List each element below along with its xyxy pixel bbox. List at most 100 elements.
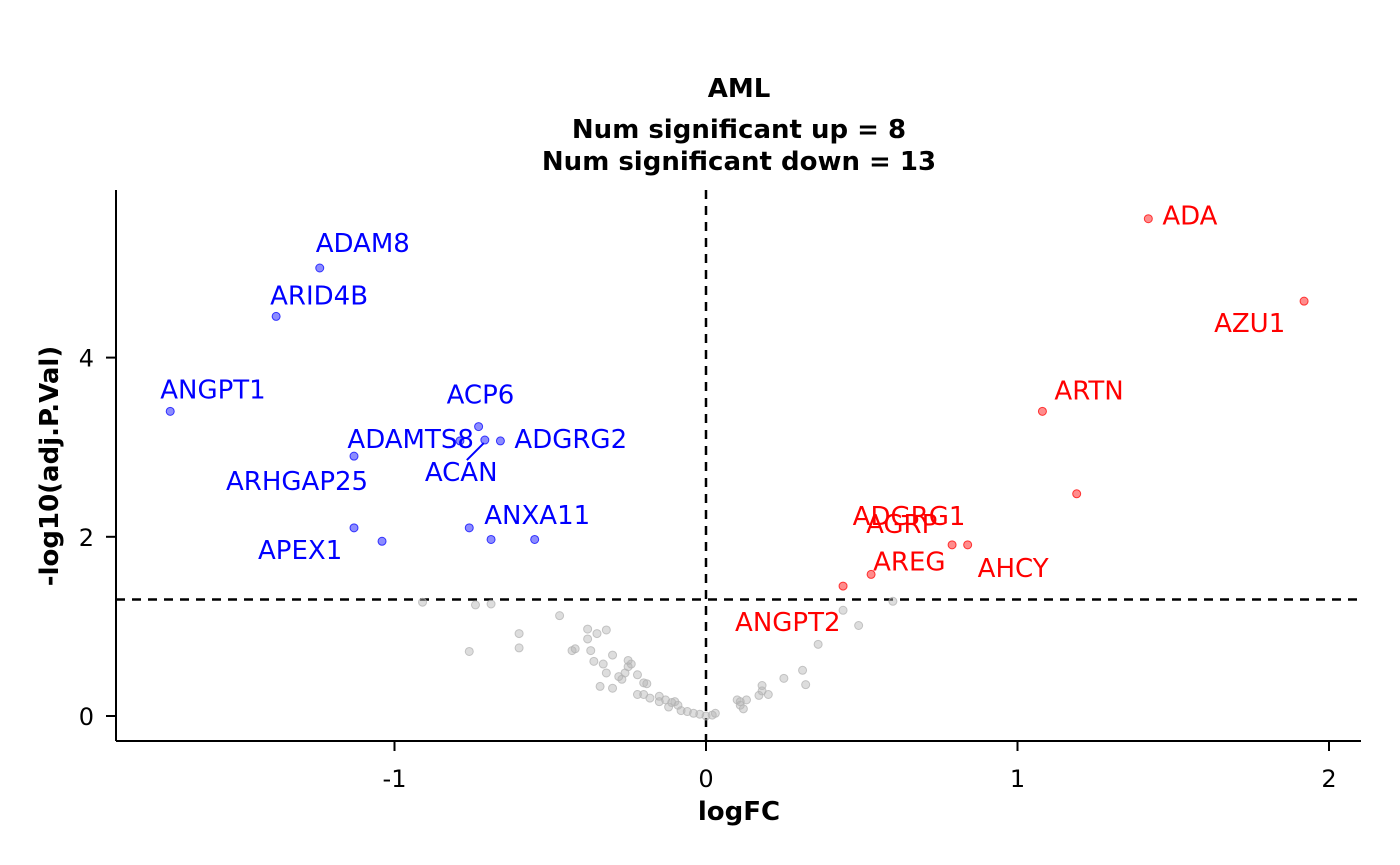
gene-label: AZU1: [1214, 309, 1285, 339]
gene-label: ADA: [1162, 202, 1217, 232]
gene-label: AREG: [873, 547, 945, 577]
ns-points: [418, 596, 898, 721]
down-point: [464, 523, 474, 533]
y-tick-label: 4: [79, 345, 94, 373]
ns-point: [854, 621, 864, 631]
ns-point: [626, 659, 636, 669]
up-point: [838, 581, 848, 591]
down-point: [349, 523, 359, 533]
ns-point: [779, 673, 789, 683]
ns-point: [798, 665, 808, 675]
down-point: [495, 436, 505, 446]
ns-point: [710, 708, 720, 718]
gene-label: ADGRG1: [853, 502, 966, 532]
ns-point: [645, 693, 655, 703]
down-point: [474, 422, 484, 432]
x-axis-title: logFC: [698, 797, 780, 827]
up-point: [1143, 214, 1153, 224]
ns-point: [838, 605, 848, 615]
ns-point: [570, 644, 580, 654]
chart-title: AML: [708, 74, 771, 104]
x-axis-ticks: -1 0 1 2: [383, 741, 1337, 793]
chart-subtitle-down: Num significant down = 13: [542, 147, 936, 177]
gene-label: ARID4B: [270, 281, 368, 311]
ns-point: [608, 683, 618, 693]
up-point: [1072, 489, 1082, 499]
y-axis-title: -log10(adj.P.Val): [35, 346, 65, 586]
ns-point: [601, 668, 611, 678]
ns-point: [632, 670, 642, 680]
ns-point: [586, 646, 596, 656]
label-leader-lines: [466, 442, 485, 461]
down-point: [271, 311, 281, 321]
ns-point: [813, 639, 823, 649]
gene-label: ADAM8: [316, 229, 410, 259]
x-tick-label: 0: [698, 765, 713, 793]
x-tick-label: 2: [1321, 765, 1336, 793]
gene-label: ACAN: [425, 458, 498, 488]
down-point: [349, 451, 359, 461]
x-tick-label: -1: [383, 765, 407, 793]
down-point: [530, 534, 540, 544]
gene-label: ANGPT1: [160, 375, 266, 405]
y-tick-label: 2: [79, 524, 94, 552]
ns-point: [620, 668, 630, 678]
ns-point: [801, 680, 811, 690]
y-tick-label: 0: [79, 703, 94, 731]
gene-label: ACP6: [447, 381, 515, 411]
ns-point: [741, 695, 751, 705]
ns-point: [632, 689, 642, 699]
up-point: [963, 540, 973, 550]
gene-label: ARTN: [1054, 376, 1123, 406]
ns-point: [888, 596, 898, 606]
up-point: [866, 569, 876, 579]
ns-point: [514, 629, 524, 639]
gene-label: ARHGAP25: [226, 467, 368, 497]
gene-label: ANGPT2: [735, 608, 841, 638]
ns-point: [583, 624, 593, 634]
down-point: [165, 406, 175, 416]
down-point: [377, 536, 387, 546]
ns-point: [464, 646, 474, 656]
ns-point: [486, 599, 496, 609]
ns-point: [592, 629, 602, 639]
ns-point: [470, 600, 480, 610]
ns-point: [418, 597, 428, 607]
ns-point: [757, 681, 767, 691]
ns-point: [664, 702, 674, 712]
gene-label: AHCY: [978, 554, 1049, 584]
up-point: [947, 540, 957, 550]
down-point: [315, 263, 325, 273]
acan-leader-line: [466, 442, 485, 461]
significant-points: [165, 214, 1309, 591]
ns-point: [583, 634, 593, 644]
ns-point: [589, 656, 599, 666]
ns-point: [598, 659, 608, 669]
up-point: [1037, 406, 1047, 416]
ns-point: [514, 643, 524, 653]
ns-point: [642, 679, 652, 689]
ns-point: [754, 690, 764, 700]
ns-point: [763, 689, 773, 699]
gene-label: ADAMTS8: [347, 425, 474, 455]
gene-label: APEX1: [258, 536, 342, 566]
ns-point: [673, 700, 683, 710]
down-point: [455, 436, 465, 446]
down-point: [480, 435, 490, 445]
y-axis-ticks: 0 2 4: [79, 345, 116, 731]
ns-point: [595, 681, 605, 691]
gene-label: ADGRG2: [514, 425, 627, 455]
x-tick-label: 1: [1010, 765, 1025, 793]
ns-point: [738, 704, 748, 714]
up-point: [1299, 296, 1309, 306]
down-point: [486, 534, 496, 544]
ns-point: [601, 625, 611, 635]
threshold-lines: [116, 190, 1361, 741]
gene-label: AGRP: [866, 510, 937, 540]
chart-subtitle-up: Num significant up = 8: [572, 115, 906, 145]
ns-point: [608, 650, 618, 660]
gene-label: ANXA11: [484, 501, 590, 531]
ns-point: [555, 611, 565, 621]
